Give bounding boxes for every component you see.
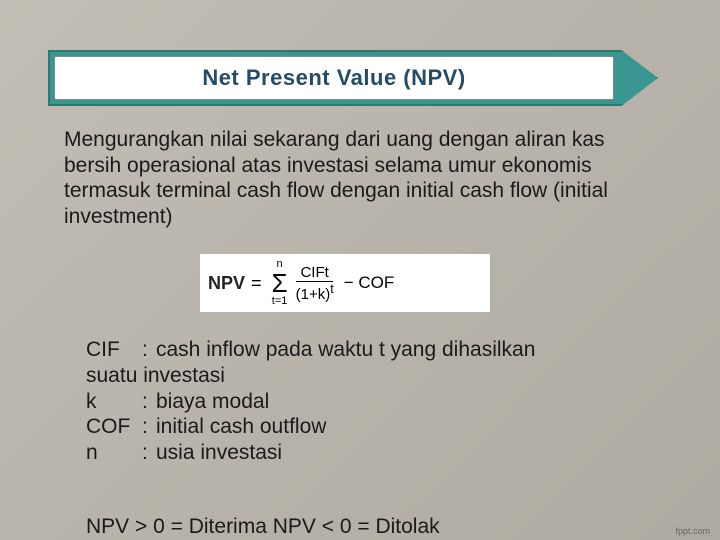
def-key: k bbox=[86, 389, 142, 415]
def-row-n: n : usia investasi bbox=[86, 440, 666, 466]
formula-lhs: NPV bbox=[208, 273, 245, 294]
def-val: usia investasi bbox=[156, 440, 666, 466]
page-title: Net Present Value (NPV) bbox=[202, 65, 465, 91]
formula-eq: = bbox=[251, 273, 262, 294]
def-row-cof: COF : initial cash outflow bbox=[86, 414, 666, 440]
def-row-cif: CIF : cash inflow pada waktu t yang diha… bbox=[86, 337, 666, 363]
sigma-lower: t=1 bbox=[272, 296, 288, 307]
decision-rule-text: NPV > 0 = Diterima NPV < 0 = Ditolak bbox=[86, 514, 666, 539]
def-val: biaya modal bbox=[156, 389, 666, 415]
title-banner: Net Present Value (NPV) bbox=[48, 50, 658, 106]
fraction-denominator: (1+k)t bbox=[296, 282, 334, 302]
def-row-k: k : biaya modal bbox=[86, 389, 666, 415]
def-key: CIF bbox=[86, 337, 142, 363]
def-val-wrap: suatu investasi bbox=[86, 363, 666, 389]
footer-credit: fppt.com bbox=[675, 526, 710, 536]
def-val: cash inflow pada waktu t yang dihasilkan bbox=[156, 337, 666, 363]
formula-tail: − COF bbox=[344, 273, 395, 293]
def-sep: : bbox=[142, 414, 156, 440]
npv-formula: NPV = n Σ t=1 CIFt (1+k)t − COF bbox=[200, 254, 490, 312]
sigma-symbol: Σ bbox=[272, 270, 288, 296]
def-key: COF bbox=[86, 414, 142, 440]
def-sep: : bbox=[142, 337, 156, 363]
def-key: n bbox=[86, 440, 142, 466]
formula-sigma: n Σ t=1 bbox=[272, 259, 288, 307]
banner-inner: Net Present Value (NPV) bbox=[54, 56, 614, 100]
def-row-cif-wrap: suatu investasi bbox=[86, 363, 666, 389]
def-sep: : bbox=[142, 440, 156, 466]
definitions-list: CIF : cash inflow pada waktu t yang diha… bbox=[86, 337, 666, 466]
description-text: Mengurangkan nilai sekarang dari uang de… bbox=[64, 127, 664, 229]
def-sep: : bbox=[142, 389, 156, 415]
def-val: initial cash outflow bbox=[156, 414, 666, 440]
formula-fraction: CIFt (1+k)t bbox=[296, 265, 334, 302]
fraction-numerator: CIFt bbox=[296, 265, 332, 282]
